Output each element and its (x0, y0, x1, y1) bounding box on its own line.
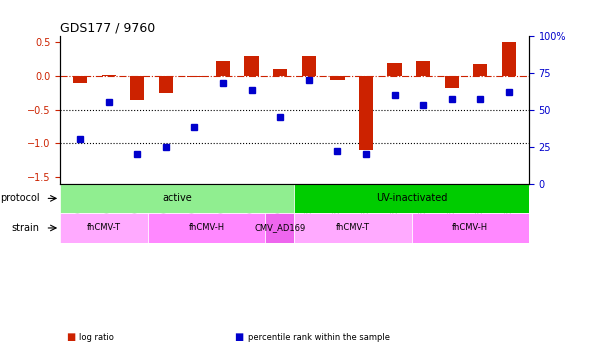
Bar (473, 64, 487, 76)
Text: log ratio: log ratio (79, 333, 114, 342)
Text: fhCMV-H: fhCMV-H (452, 223, 489, 232)
Bar (273, 69, 287, 76)
Bar (445, 76, 459, 88)
FancyBboxPatch shape (60, 183, 294, 213)
Bar (330, 76, 344, 80)
FancyBboxPatch shape (265, 213, 294, 243)
Text: CMV_AD169: CMV_AD169 (254, 223, 305, 232)
Text: ■: ■ (66, 332, 75, 342)
Text: fhCMV-T: fhCMV-T (87, 223, 121, 232)
Bar (73, 76, 87, 83)
FancyBboxPatch shape (294, 213, 412, 243)
Text: percentile rank within the sample: percentile rank within the sample (248, 333, 389, 342)
Text: strain: strain (11, 223, 40, 233)
FancyBboxPatch shape (412, 213, 529, 243)
Bar (302, 56, 316, 76)
Bar (359, 76, 373, 150)
Bar (216, 61, 230, 76)
Text: ■: ■ (234, 332, 243, 342)
Text: GDS177 / 9760: GDS177 / 9760 (60, 21, 155, 35)
Bar (130, 76, 144, 100)
Text: active: active (162, 193, 192, 203)
FancyBboxPatch shape (60, 213, 148, 243)
FancyBboxPatch shape (148, 213, 265, 243)
Bar (502, 42, 516, 76)
Bar (416, 61, 430, 76)
Text: fhCMV-H: fhCMV-H (189, 223, 225, 232)
Text: fhCMV-T: fhCMV-T (336, 223, 370, 232)
Bar (188, 76, 201, 77)
FancyBboxPatch shape (294, 183, 529, 213)
Bar (245, 56, 259, 76)
Bar (102, 75, 116, 76)
Text: protocol: protocol (0, 193, 40, 203)
Bar (388, 62, 401, 76)
Bar (159, 76, 173, 93)
Text: UV-inactivated: UV-inactivated (376, 193, 447, 203)
